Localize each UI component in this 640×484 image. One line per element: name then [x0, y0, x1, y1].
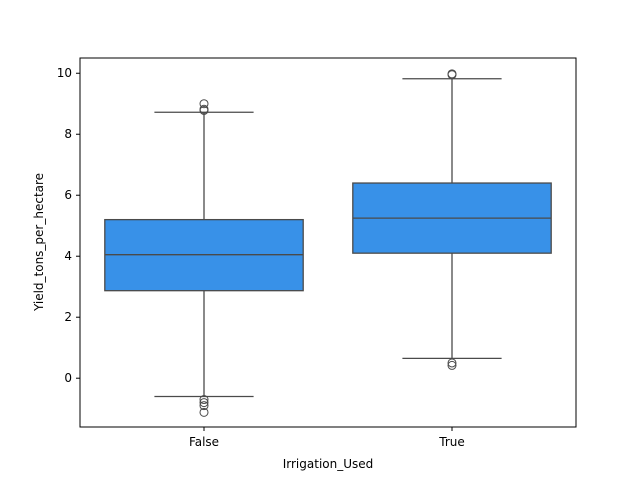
y-tick-label: 8 — [64, 127, 72, 141]
box-group-true — [352, 69, 552, 370]
x-axis-label: Irrigation_Used — [283, 457, 374, 471]
outlier-point — [447, 360, 457, 370]
axes: 0 2 4 6 8 10 False True — [57, 57, 577, 449]
x-tick-label: False — [189, 435, 219, 449]
outlier-point — [199, 398, 209, 408]
axes-frame — [79, 57, 577, 428]
y-tick-label: 0 — [64, 371, 72, 385]
y-tick-label: 10 — [57, 66, 72, 80]
outlier-point — [447, 69, 457, 79]
plot-area — [104, 69, 552, 417]
outlier-point — [199, 104, 209, 114]
box-group-false — [104, 99, 304, 417]
y-axis-label: Yield_tons_per_hectare — [32, 173, 46, 312]
x-tick-label: True — [438, 435, 465, 449]
outlier-point — [199, 407, 209, 417]
y-tick-label: 6 — [64, 188, 72, 202]
y-tick-label: 4 — [64, 249, 72, 263]
outlier-point — [199, 395, 209, 405]
outlier-point — [199, 99, 209, 109]
outlier-point — [447, 358, 457, 368]
y-tick-label: 2 — [64, 310, 72, 324]
outlier-point — [199, 401, 209, 411]
